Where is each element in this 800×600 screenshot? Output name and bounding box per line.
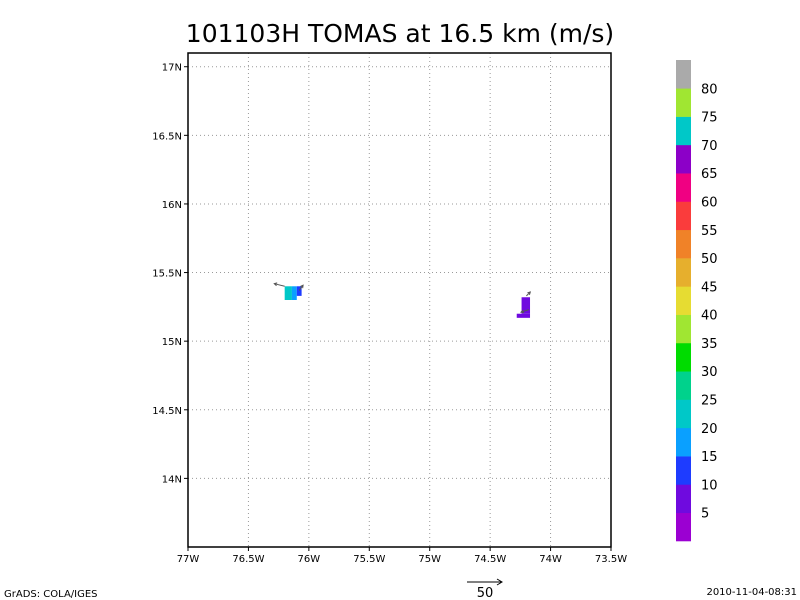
reference-vector-label: 50 [477,586,494,600]
colorbar-swatch [676,229,691,259]
colorbar-label: 65 [701,167,718,182]
colorbar: 5 10 15 20 25 30 35 40 45 50 55 60 65 70 75 80 [676,60,718,542]
wind-speed-cell [291,286,297,300]
wind-speed-cell [284,286,292,300]
colorbar-label: 70 [701,139,718,154]
y-tick-label: 16.5N [152,131,182,142]
colorbar-swatch [676,201,691,231]
colorbar-label: 80 [701,82,718,97]
colorbar-label: 15 [701,450,718,465]
x-tick-label: 77W [177,554,200,565]
colorbar-swatch [676,60,691,89]
colorbar-swatch [676,144,691,174]
colorbar-label: 25 [701,394,718,409]
colorbar-label: 50 [701,252,718,267]
colorbar-swatch [676,342,691,372]
x-tick-label: 75W [418,554,441,565]
chart-title: 101103H TOMAS at 16.5 km (m/s) [186,19,614,48]
colorbar-label: 10 [701,478,718,493]
colorbar-label: 40 [701,309,718,324]
footer-right: 2010-11-04-08:31 [706,587,797,598]
y-tick-label: 14.5N [152,406,182,417]
x-tick-label: 73.5W [595,554,627,565]
wind-vector [298,284,304,291]
reference-vector: 50 [467,578,503,600]
colorbar-label: 60 [701,195,718,210]
wind-vector [274,283,285,287]
colorbar-swatch [676,512,691,542]
wind-vector-head [520,309,525,314]
y-tick-label: 16N [162,200,182,211]
colorbar-label: 5 [701,507,709,522]
y-tick-label: 14N [162,474,182,485]
colorbar-swatch [676,314,691,344]
y-tick-label: 15N [162,337,182,348]
wind-vector-head [300,284,304,289]
x-axis: 77W 76.5W 76W 75.5W 75W 74.5W 74W 73.5W [177,547,627,565]
colorbar-label: 30 [701,365,718,380]
footer-left: GrADS: COLA/IGES [4,589,98,600]
colorbar-swatch [676,286,691,315]
reference-vector-arrowhead [496,578,503,586]
wind-speed-cell [521,297,531,314]
colorbar-swatch [676,116,691,146]
y-axis: 14N 14.5N 15N 15.5N 16N 16.5N 17N [152,63,188,485]
x-tick-label: 76W [298,554,321,565]
grid [187,53,612,547]
wind-speed-cell [296,286,302,296]
colorbar-swatch [676,427,691,457]
x-tick-label: 75.5W [353,554,385,565]
colorbar-label: 55 [701,224,718,239]
colorbar-label: 45 [701,280,718,295]
y-tick-label: 15.5N [152,269,182,280]
wind-vector [520,309,529,313]
colorbar-swatch [676,173,691,202]
y-tick-label: 17N [162,63,182,74]
wind-vector-head [273,282,278,287]
colorbar-swatch [676,456,691,485]
colorbar-swatch [676,371,691,400]
colorbar-swatch [676,258,691,287]
wind-speed-cells [284,286,531,318]
colorbar-swatch [676,484,691,514]
colorbar-swatch [676,399,691,429]
colorbar-label: 20 [701,422,718,437]
x-tick-label: 76.5W [232,554,264,565]
plot-frame [187,52,612,548]
colorbar-label: 75 [701,111,718,126]
wind-vectors [273,282,532,314]
colorbar-label: 35 [701,337,718,352]
x-tick-label: 74.5W [474,554,506,565]
colorbar-swatch [676,88,691,117]
wind-vector-head [527,291,532,296]
wind-speed-cell [516,313,531,318]
x-tick-label: 74W [539,554,562,565]
